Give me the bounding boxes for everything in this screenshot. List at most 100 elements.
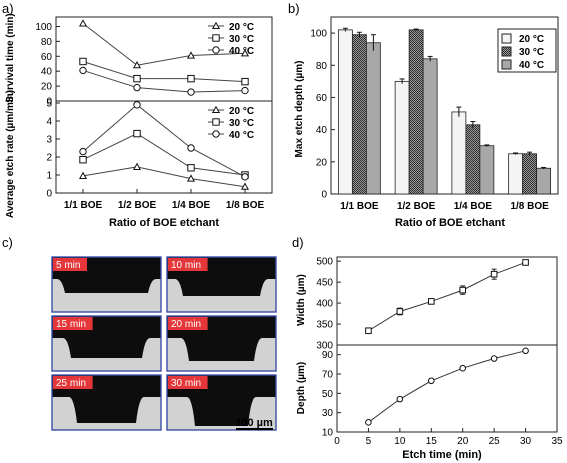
data-point — [365, 327, 372, 335]
x-axis-label: Ratio of BOE etchant — [395, 217, 505, 229]
data-point — [427, 298, 435, 305]
data-point — [133, 83, 141, 92]
plot-frame — [336, 344, 558, 433]
y-tick-label: 500 — [316, 257, 333, 268]
legend-entry-1: 30 °C — [519, 47, 544, 58]
panel-a-subplot-1: 0 1 2 3 4 5 20 °C30 °C40 °C — [46, 99, 273, 200]
bar — [408, 29, 424, 195]
y-axis-label: Depth (µm) — [296, 362, 307, 414]
micrograph-frame: 20 min — [166, 315, 277, 372]
y-tick-label: 10 — [322, 428, 334, 439]
data-point — [365, 419, 372, 426]
panel-b: b) Max etch depth (µm) Ratio of BOE etch… — [288, 1, 505, 229]
time-badge — [168, 376, 208, 389]
data-point — [241, 77, 249, 86]
data-point — [427, 377, 435, 385]
legend: 20 °C30 °C40 °C — [208, 105, 254, 141]
legend-marker — [212, 118, 220, 126]
y-tick-label: 0 — [46, 189, 52, 200]
legend-entry-1: 30 °C — [229, 34, 254, 45]
y-tick-label: 40 — [41, 67, 53, 78]
micrograph-frame: 30 min — [166, 374, 277, 431]
x-axis-label: Ratio of BOE etchant — [109, 217, 219, 229]
data-point — [522, 347, 529, 355]
legend-swatch — [501, 59, 512, 70]
panel-b-plot: 0 20 40 60 80 100 1/1 BOE 1/2 BOE 1/4 BOE 1/8 BOE… — [310, 16, 559, 212]
y-tick-label: 20 — [316, 157, 328, 168]
time-label: 10 min — [171, 260, 201, 271]
y-axis-label: Survival time (min) — [5, 13, 16, 102]
panel-a-top-plot: Survival time (min) — [5, 13, 16, 102]
data-point — [187, 74, 195, 83]
x-tick-label: 1/2 BOE — [118, 200, 157, 211]
data-point — [133, 74, 141, 83]
data-point — [241, 86, 249, 95]
series-line-1 — [82, 133, 246, 176]
data-point — [79, 57, 87, 66]
x-tick-label: 1/2 BOE — [397, 201, 436, 212]
x-tick-label: 20 — [457, 436, 469, 447]
y-tick-label: 40 — [316, 125, 328, 136]
x-tick-label: 35 — [551, 436, 563, 447]
y-axis-label: Max etch depth (µm) — [294, 61, 305, 158]
legend-entry-0: 20 °C — [229, 22, 254, 33]
x-tick-label: 0 — [334, 436, 340, 447]
y-tick-label: 100 — [35, 22, 52, 33]
x-tick-label: 15 — [426, 436, 438, 447]
data-point — [79, 66, 87, 75]
bar — [465, 124, 481, 195]
y-tick-label: 100 — [310, 29, 327, 40]
data-point — [78, 171, 88, 179]
time-badge — [53, 258, 87, 271]
plot-frame — [55, 100, 273, 194]
panel-d-x-axis: 0 5 10 15 20 25 30 35 — [334, 428, 563, 447]
frame-border — [166, 256, 277, 313]
y-tick-label: 20 — [41, 82, 53, 93]
data-point — [490, 355, 498, 362]
x-tick-label: 1/8 BOE — [510, 201, 549, 212]
legend-entry-2: 40 °C — [519, 60, 544, 71]
legend-marker — [212, 130, 220, 138]
legend-marker — [212, 34, 220, 42]
x-tick-label: 30 — [520, 436, 532, 447]
data-point — [187, 164, 195, 172]
x-tick-label: 10 — [394, 436, 406, 447]
y-tick-label: 80 — [41, 37, 53, 48]
panel-d-subplot-0: 300 350 400 450 500 — [316, 256, 558, 352]
series-line-1 — [82, 61, 246, 83]
legend-entry-0: 20 °C — [519, 34, 544, 45]
bar — [508, 153, 524, 195]
data-point — [240, 49, 250, 57]
y-tick-label: 60 — [316, 93, 328, 104]
panel-label: a) — [2, 1, 14, 16]
series-line-0 — [82, 166, 246, 188]
micrograph-frame: 10 min — [166, 256, 277, 313]
data-point — [459, 286, 467, 294]
bar — [451, 111, 467, 195]
legend: 20 °C 30 °C 40 °C — [497, 28, 557, 73]
bar — [522, 153, 538, 195]
x-tick-label: 25 — [489, 436, 501, 447]
y-tick-label: 350 — [316, 320, 333, 331]
data-point — [396, 308, 404, 315]
bar — [351, 34, 367, 195]
data-point — [132, 60, 142, 69]
x-axis-label: Etch time (min) — [402, 449, 482, 461]
time-badge — [53, 376, 93, 389]
x-tick-label: 1/4 BOE — [172, 200, 211, 211]
plot-frame — [330, 16, 559, 195]
data-point — [79, 147, 87, 156]
data-point — [187, 88, 195, 96]
micrograph-frame: 5 min — [51, 256, 162, 313]
series-line-2 — [82, 104, 246, 178]
trend-line — [368, 350, 526, 423]
y-tick-label: 50 — [322, 389, 334, 400]
panel-d-subplot-1: 10 30 50 70 90 — [322, 344, 558, 439]
scale-label: 100 µm — [235, 417, 273, 429]
time-badge — [168, 317, 208, 330]
legend-swatch — [501, 46, 512, 57]
y-tick-label: 300 — [316, 341, 333, 352]
x-tick-label: 5 — [366, 436, 372, 447]
frame-border — [51, 374, 162, 431]
